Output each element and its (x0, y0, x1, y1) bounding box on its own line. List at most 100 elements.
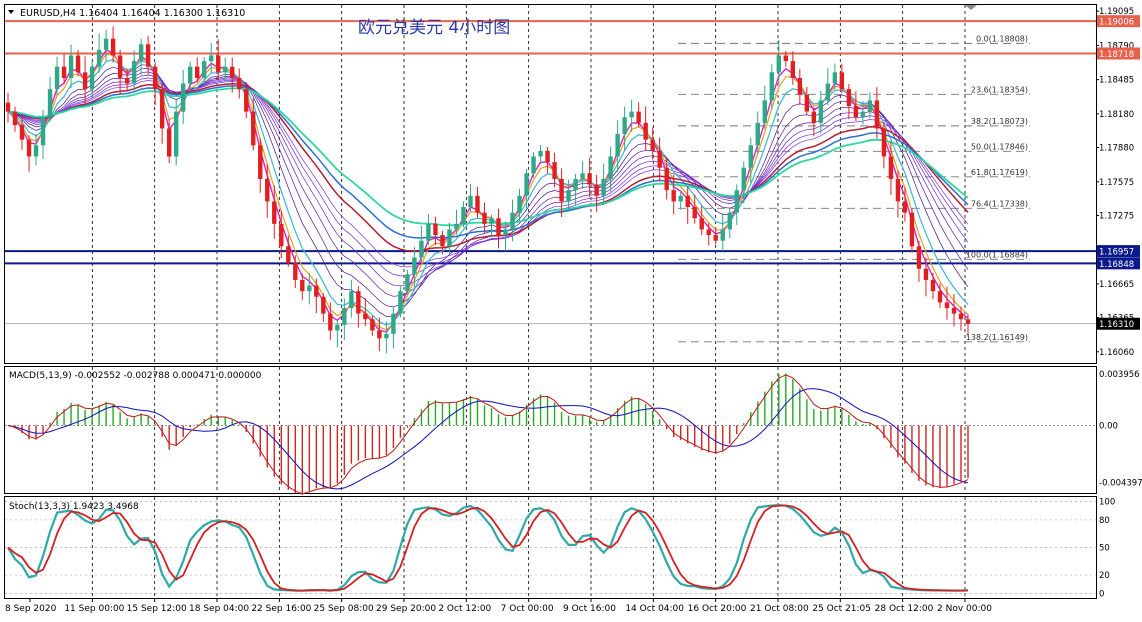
fib-level-label: 138.2(1.16149) (966, 333, 1028, 342)
candle-body (559, 178, 564, 202)
candle-body (426, 223, 431, 241)
candle-body (265, 178, 270, 202)
candle-body (762, 100, 767, 123)
candle-body (187, 66, 193, 84)
candle-body (482, 212, 487, 224)
macd-main-line (7, 374, 969, 495)
candle-body (461, 207, 466, 224)
candle-body (159, 89, 165, 129)
candle-body (258, 145, 263, 179)
candle-body (664, 167, 669, 191)
candle-body (573, 178, 578, 191)
candle-body (692, 207, 697, 219)
price-tick-label: 1.17880 (1099, 144, 1134, 154)
candle-body (314, 285, 319, 297)
candle-body (713, 235, 718, 241)
fast-ma-line (7, 49, 969, 333)
candle-body (839, 72, 845, 90)
candle-body (138, 44, 144, 62)
level-price-tag (1097, 317, 1140, 330)
ema-ribbon-line (7, 74, 969, 287)
candle-body (531, 156, 536, 174)
candle-body (776, 55, 782, 73)
candle-body (145, 44, 151, 67)
stoch-tick-label: 20 (1099, 571, 1110, 581)
candle-body (846, 89, 852, 107)
fib-level-label: 38.2(1.18073) (971, 117, 1028, 126)
candle-body (615, 134, 620, 157)
fib-level-label: 100.0(1.16884) (966, 250, 1028, 259)
x-tick-label: 18 Sep 04:00 (189, 604, 249, 614)
scroll-marker-icon[interactable] (965, 5, 977, 10)
x-tick-label: 25 Oct 21:05 (812, 604, 871, 614)
stoch-signal-line (7, 504, 969, 592)
candle-body (748, 145, 753, 168)
candle-body (657, 150, 662, 168)
candle-body (958, 313, 964, 320)
fib-level-label: 23.6(1.18354) (971, 85, 1028, 94)
candle-body (447, 229, 452, 247)
candle-body (19, 125, 25, 140)
ema-ribbon-line (7, 77, 969, 277)
candle-body (965, 319, 971, 324)
candle-body (468, 195, 473, 208)
candle-body (545, 150, 550, 163)
macd-tick-label: 0.003956 (1099, 370, 1140, 380)
candle-body (874, 100, 880, 129)
candle-body (650, 139, 655, 151)
candle-body (152, 66, 158, 90)
x-tick-label: 2 Oct 12:00 (438, 604, 491, 614)
candle-body (286, 246, 291, 264)
x-tick-label: 8 Sep 2020 (5, 604, 57, 614)
price-levels: 0.0(1.18808) 23.6(1.18354) 38.2(1.18073) 50… (5, 20, 1096, 343)
candle-body (384, 333, 389, 339)
macd-tick-label: -0.004397 (1099, 479, 1142, 489)
candle-body (237, 77, 242, 90)
x-tick-label: 14 Oct 04:00 (625, 604, 684, 614)
candle-body (12, 111, 18, 126)
candle-body (335, 324, 340, 331)
candle-body (503, 229, 508, 236)
candle-body (398, 291, 403, 314)
ema-ribbon-line (7, 68, 969, 308)
candle-body (636, 111, 641, 123)
main-pane-frame (4, 4, 1097, 364)
candle-body (216, 55, 221, 73)
collapse-triangle-icon[interactable] (8, 10, 14, 14)
stoch-tick-label: 80 (1099, 516, 1110, 526)
candle-body (307, 285, 312, 292)
macd-indicator (5, 373, 1096, 495)
candle-body (895, 178, 901, 202)
moving-averages (7, 49, 969, 333)
candle-body (33, 145, 39, 157)
level-price-label: 1.16957 (1099, 248, 1134, 258)
level-price-label: 1.18718 (1099, 50, 1134, 60)
candle-body (54, 66, 60, 90)
candle-body (678, 195, 683, 202)
candle-body (706, 229, 711, 236)
slow-ma-red-line (7, 83, 969, 252)
candle-body (510, 212, 515, 230)
candle-body (790, 61, 796, 78)
ema-ribbon-line (7, 80, 969, 268)
level-price-label: 1.16310 (1099, 320, 1134, 330)
candle-body (223, 66, 228, 73)
candle-body (300, 279, 305, 292)
candle-body (629, 111, 634, 118)
price-tick-label: 1.18790 (1099, 41, 1134, 51)
candle-body (608, 156, 613, 179)
candle-body (853, 106, 859, 118)
price-tick-label: 1.17275 (1099, 211, 1134, 221)
candle-body (103, 38, 109, 50)
candle-body (643, 122, 648, 140)
candle-body (194, 66, 200, 78)
candle-body (881, 128, 887, 157)
candle-body (61, 66, 67, 78)
candle-body (230, 66, 235, 78)
candle-body (923, 268, 929, 280)
candle-body (166, 128, 172, 157)
candle-body (587, 173, 592, 185)
candle-body (860, 111, 866, 118)
stoch-tick-label: 100 (1099, 498, 1115, 508)
